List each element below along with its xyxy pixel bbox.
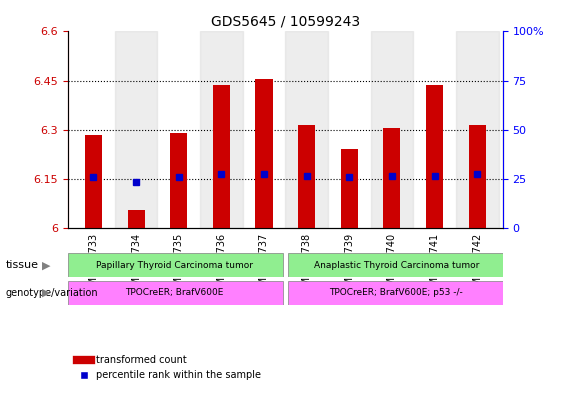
- Text: genotype/variation: genotype/variation: [6, 288, 98, 298]
- FancyBboxPatch shape: [68, 253, 283, 277]
- Bar: [384, 128, 401, 228]
- Bar: [285, 31, 328, 228]
- Bar: [426, 85, 443, 228]
- Bar: [341, 149, 358, 228]
- Bar: [255, 79, 272, 228]
- Text: Papillary Thyroid Carcinoma tumor: Papillary Thyroid Carcinoma tumor: [96, 261, 253, 270]
- Text: TPOCreER; BrafV600E: TPOCreER; BrafV600E: [125, 288, 224, 297]
- FancyBboxPatch shape: [68, 281, 283, 305]
- FancyBboxPatch shape: [288, 281, 503, 305]
- Text: TPOCreER; BrafV600E; p53 -/-: TPOCreER; BrafV600E; p53 -/-: [329, 288, 463, 297]
- Bar: [469, 125, 486, 228]
- Legend: transformed count, percentile rank within the sample: transformed count, percentile rank withi…: [73, 352, 265, 384]
- Title: GDS5645 / 10599243: GDS5645 / 10599243: [211, 15, 360, 29]
- Bar: [298, 125, 315, 228]
- Bar: [371, 31, 413, 228]
- Bar: [170, 133, 187, 228]
- Bar: [213, 85, 230, 228]
- Text: tissue: tissue: [6, 260, 38, 270]
- Text: ▶: ▶: [42, 260, 51, 270]
- Text: ▶: ▶: [42, 288, 51, 298]
- Bar: [128, 210, 145, 228]
- FancyBboxPatch shape: [288, 253, 503, 277]
- Bar: [200, 31, 243, 228]
- Bar: [85, 134, 102, 228]
- Bar: [456, 31, 498, 228]
- Bar: [115, 31, 158, 228]
- Text: Anaplastic Thyroid Carcinoma tumor: Anaplastic Thyroid Carcinoma tumor: [314, 261, 479, 270]
